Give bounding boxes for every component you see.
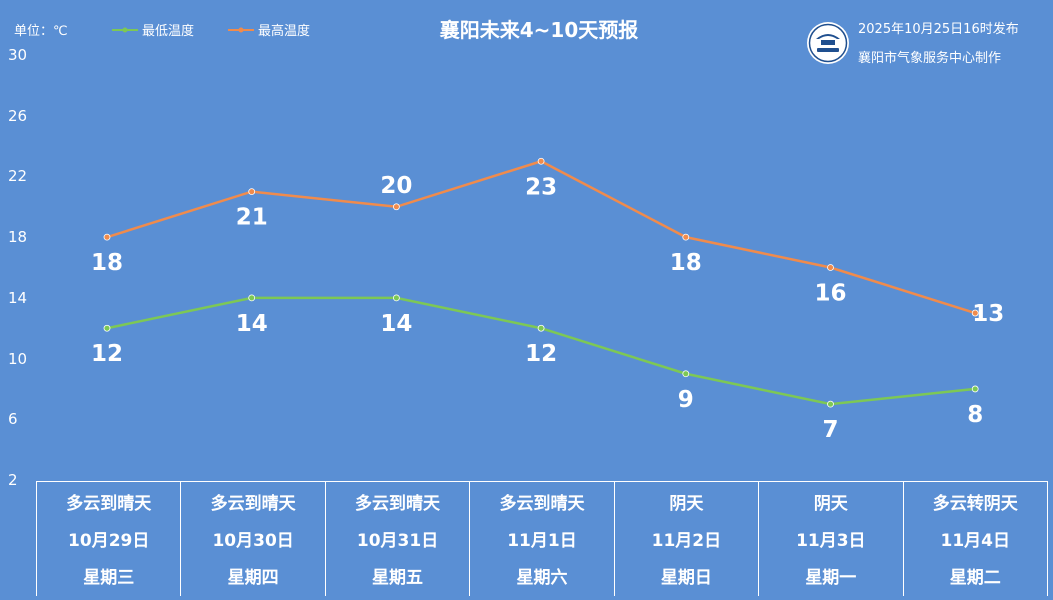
legend-low: 最低温度	[112, 20, 194, 39]
high-temp-point	[392, 203, 400, 211]
low-temp-data-label: 7	[822, 417, 838, 443]
forecast-weather: 多云到晴天	[210, 494, 296, 514]
low-temp-point	[971, 385, 979, 393]
forecast-weekday: 星期二	[949, 568, 1001, 588]
y-tick-label: 22	[8, 167, 28, 186]
forecast-weekday: 星期日	[660, 568, 712, 588]
forecast-day: 多云转阴天 11月4日星期二	[904, 482, 1047, 596]
forecast-day: 多云到晴天 11月1日星期六	[470, 482, 615, 596]
low-temp-data-label: 12	[91, 341, 123, 367]
legend-high: 最高温度	[228, 20, 310, 39]
low-temp-point	[827, 400, 834, 408]
high-temp-point	[682, 233, 690, 241]
low-temp-data-label: 14	[236, 311, 268, 337]
high-temp-data-label: 16	[814, 281, 846, 307]
forecast-weather: 多云到晴天	[66, 494, 152, 514]
forecast-date: 11月1日	[507, 531, 577, 551]
low-temp-point	[682, 370, 690, 378]
y-tick-label: 30	[8, 46, 28, 64]
high-temp-data-label: 13	[972, 301, 1004, 327]
high-temp-data-label: 20	[380, 173, 412, 199]
forecast-weekday: 星期五	[372, 568, 424, 588]
low-temp-data-label: 9	[678, 387, 694, 413]
forecast-weekday: 星期一	[805, 568, 857, 588]
forecast-date: 11月4日	[940, 531, 1010, 551]
low-temp-data-label: 8	[967, 402, 983, 428]
low-temp-point	[248, 294, 256, 302]
high-temp-data-label: 18	[670, 250, 702, 276]
forecast-weather: 阴天	[813, 494, 848, 514]
producer: 襄阳市气象服务中心制作	[858, 51, 1002, 66]
forecast-weather: 多云到晴天	[499, 494, 585, 514]
forecast-date: 11月3日	[796, 531, 866, 551]
forecast-date: 11月2日	[651, 531, 722, 551]
logo-seal	[807, 22, 849, 64]
high-temp-point	[537, 157, 545, 165]
legend-high-label: 最高温度	[258, 24, 311, 39]
forecast-day: 多云到晴天 10月30日 星期四	[181, 482, 326, 596]
y-tick-label: 26	[8, 106, 28, 125]
publish-time: 2025年10月25日16时发布	[858, 22, 1019, 37]
low-temp-data-label: 14	[380, 311, 412, 337]
y-tick-label: 6	[8, 410, 18, 429]
high-temp-point	[103, 233, 111, 241]
forecast-weather: 多云转阴天	[932, 494, 1018, 514]
high-temp-data-label: 18	[91, 250, 123, 276]
legend-low-label: 最低温度	[142, 24, 195, 39]
y-tick-label: 2	[8, 471, 18, 489]
unit-label: 单位：℃	[14, 24, 68, 39]
forecast-date: 10月31日	[356, 531, 439, 551]
low-temp-data-label: 12	[525, 341, 557, 367]
forecast-day: 阴天 11月2日星期日	[615, 482, 760, 596]
forecast-table: 多云到晴天 10月29日 星期三 多云到晴天 10月30日 星期四 多云到晴天 10月31日星…	[36, 481, 1048, 596]
forecast-date: 10月30日	[212, 531, 294, 551]
low-temp-point	[392, 294, 400, 302]
forecast-weather: 多云到晴天	[355, 494, 441, 514]
chart-title: 襄阳未来4~10天预报	[439, 18, 639, 42]
high-temp-data-label: 21	[236, 205, 268, 231]
y-tick-label: 10	[8, 349, 28, 368]
forecast-weather: 阴天	[669, 494, 704, 514]
forecast-day: 阴天 11月3日星期一	[759, 482, 904, 596]
high-temp-point	[248, 188, 256, 196]
forecast-date: 10月29日	[68, 531, 150, 551]
legend-low-swatch	[112, 27, 138, 32]
low-temp-point	[537, 324, 545, 332]
legend-high-swatch	[228, 27, 254, 32]
high-temp-data-label: 23	[525, 174, 557, 200]
forecast-day: 多云到晴天 10月31日 星期五	[326, 482, 471, 596]
y-tick-label: 14	[8, 288, 28, 307]
high-temp-point	[971, 309, 979, 317]
forecast-weekday: 星期四	[227, 568, 279, 588]
high-temp-point	[827, 264, 834, 271]
low-temp-point	[103, 324, 111, 332]
y-tick-label: 18	[8, 228, 28, 247]
forecast-weekday: 星期六	[516, 568, 568, 588]
forecast-day: 多云到晴天 10月29日 星期三	[37, 482, 182, 596]
forecast-weekday: 星期三	[83, 568, 135, 588]
